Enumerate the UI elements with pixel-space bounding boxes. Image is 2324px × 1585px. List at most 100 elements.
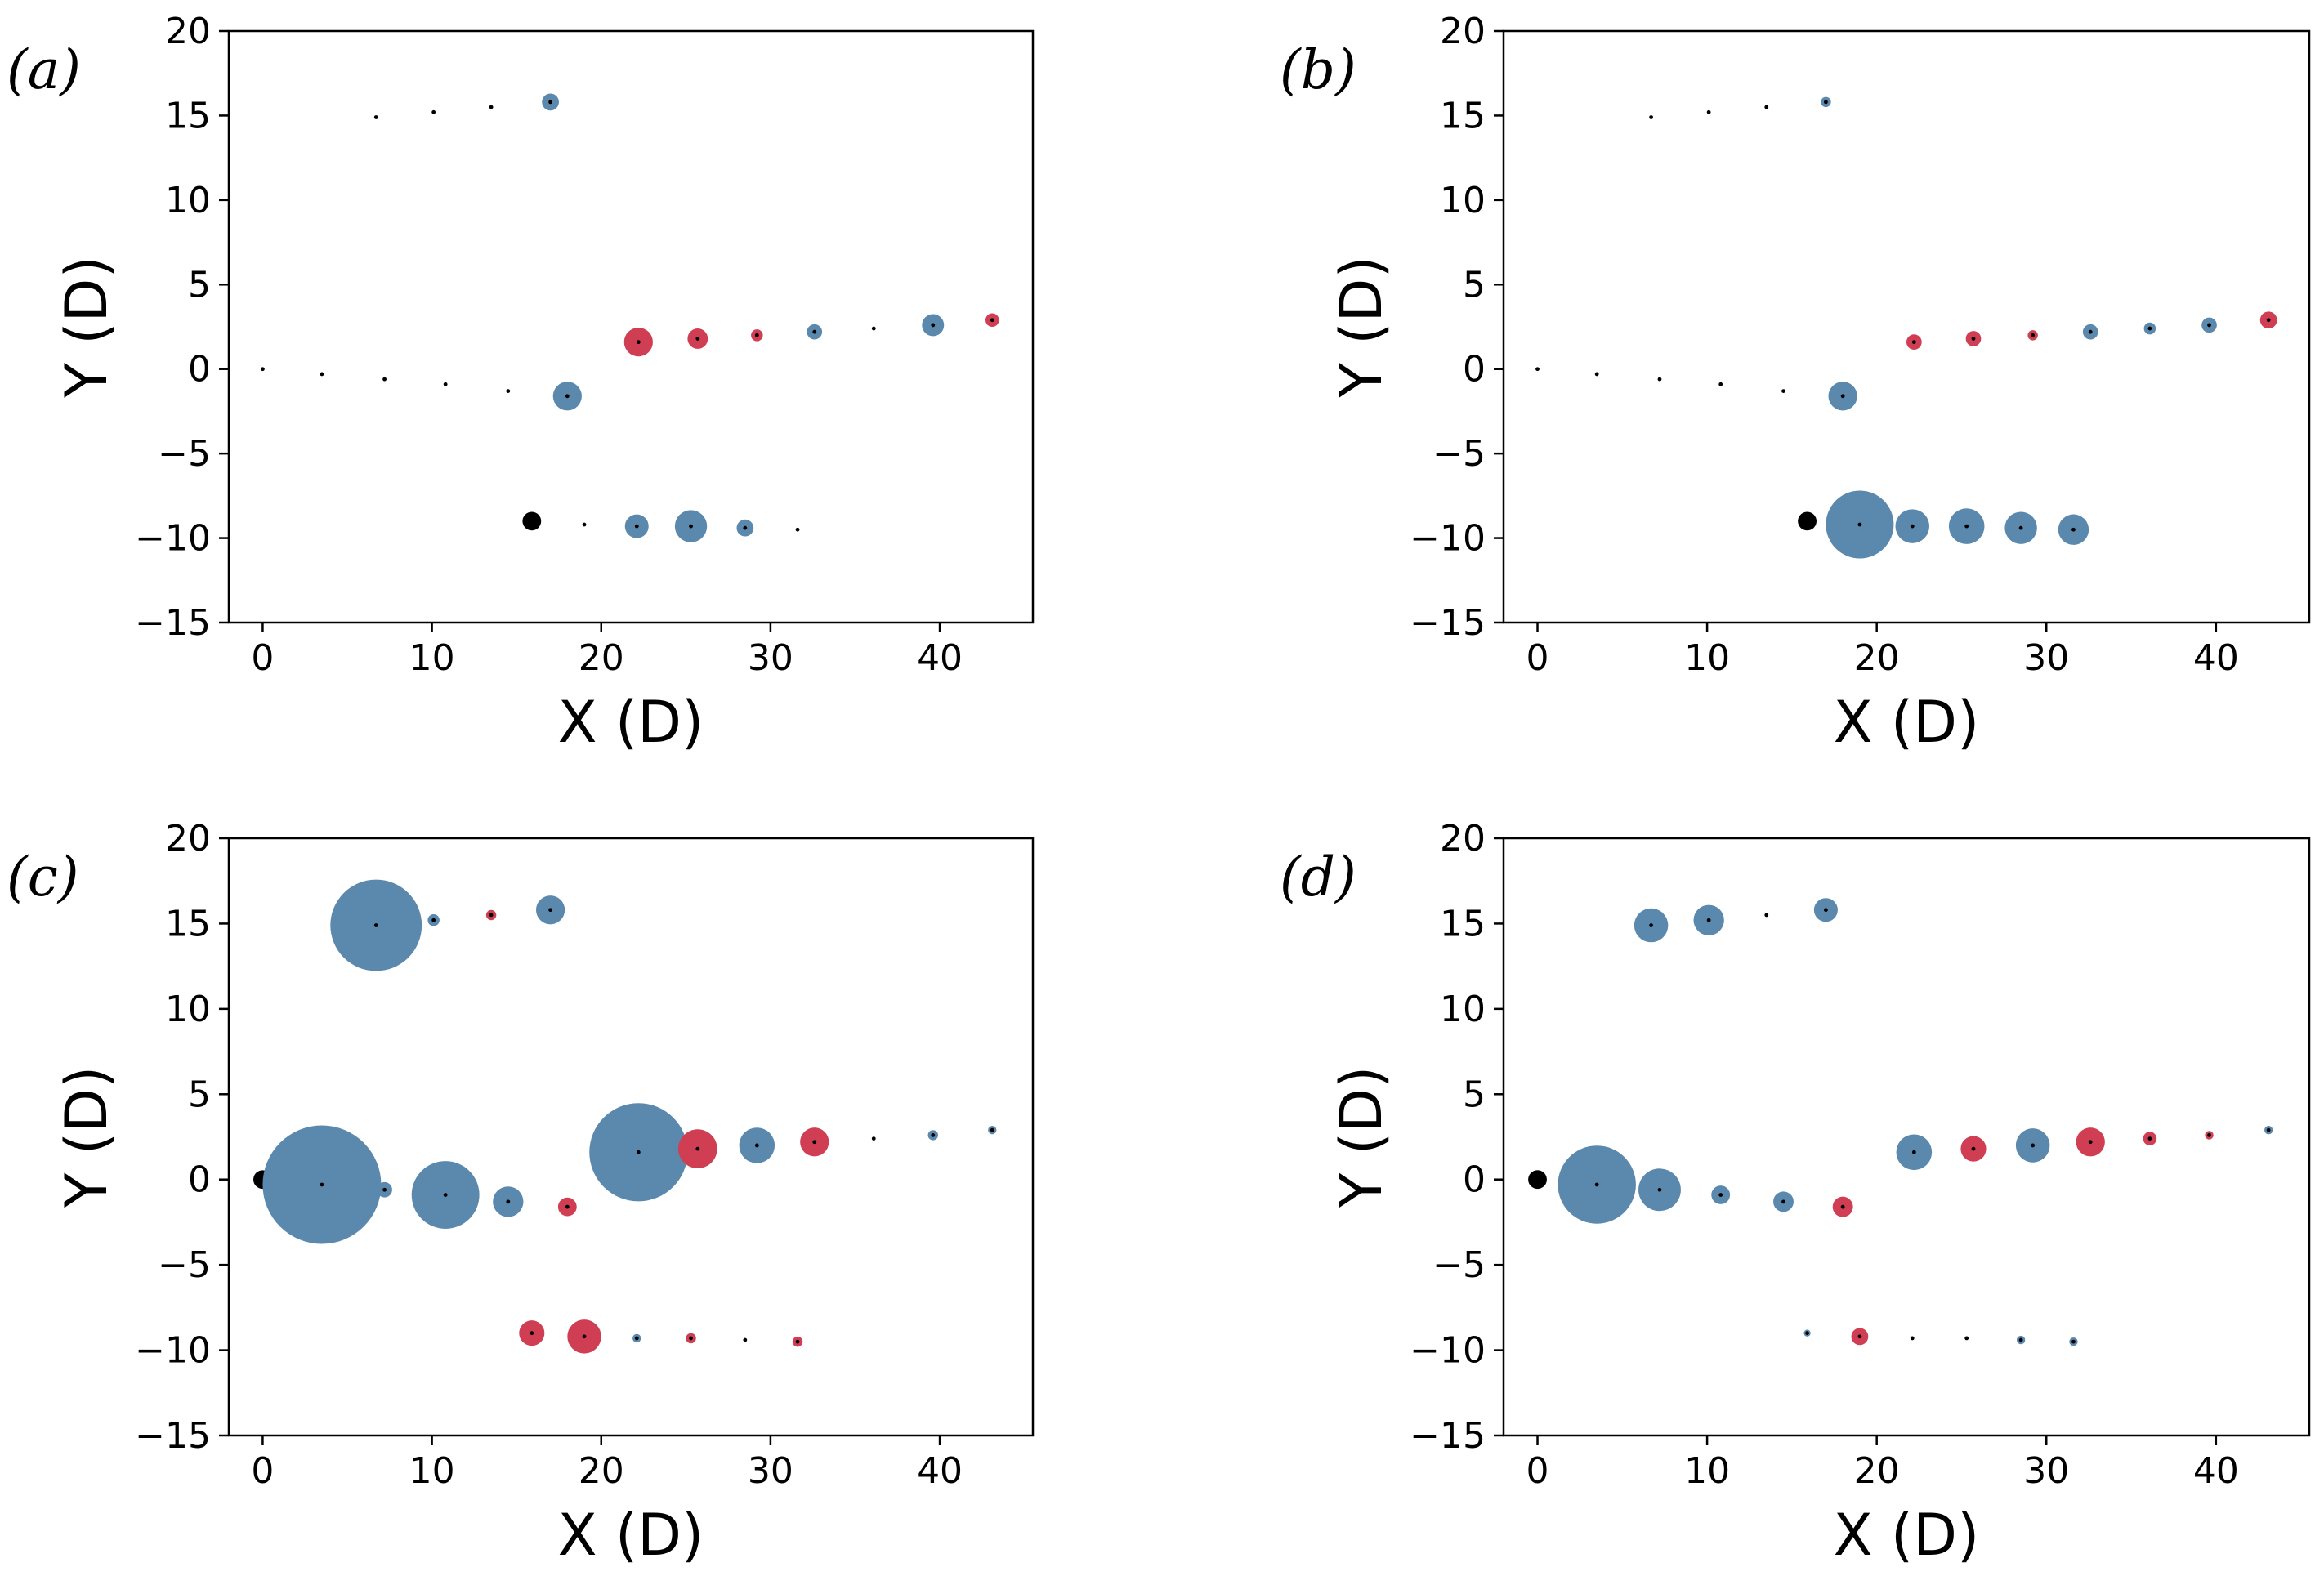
center-dot [812,1140,817,1145]
y-tick-label: 10 [1440,989,1486,1030]
center-dot [2207,323,2211,328]
center-dot [2088,1140,2093,1145]
x-axis-label: X (D) [1834,689,1980,756]
reference-marker [522,511,542,531]
y-tick-label: 5 [188,264,211,306]
center-dot [871,326,876,331]
center-dot [1594,1182,1599,1187]
markers [1528,898,2273,1346]
center-dot [431,918,436,922]
center-dot [1964,1336,1969,1341]
center-dot [2147,1136,2152,1141]
y-tick-label: 5 [1463,1074,1486,1115]
panel-b: 0 10 20 30 40 −15 −10 −5 0 5 10 15 20 X (D) Y (D) (b) [1280,11,2311,756]
x-tick-label: 10 [409,637,455,679]
center-dot [795,1339,800,1344]
panel-c: 0 10 20 30 40 −15 −10 −5 0 5 10 15 20 X (D) Y (D) (c) [7,818,1035,1569]
markers [253,879,997,1354]
center-dot [754,333,759,337]
center-dot [1718,1193,1723,1197]
y-tick-label: −5 [1432,433,1486,475]
y-tick-label: −15 [1410,1415,1486,1457]
center-dot [2018,525,2023,530]
center-dot [565,394,570,399]
x-tick-label: 20 [579,637,624,679]
x-tick-label: 0 [251,1450,274,1492]
center-dot [812,329,817,334]
center-dot [261,367,265,372]
panel-d: 0 10 20 30 40 −15 −10 −5 0 5 10 15 20 X (D) Y (D) (d) [1280,818,2311,1569]
center-dot [743,525,748,530]
center-dot [1840,1204,1845,1209]
y-tick-label: 20 [165,11,211,52]
y-tick-label: 10 [165,989,211,1030]
y-tick-label: −5 [1432,1244,1486,1286]
y-tick-label: −15 [1410,602,1486,644]
center-dot [931,1133,936,1137]
center-dot [2266,318,2271,323]
center-dot [636,1150,641,1154]
center-dot [1764,913,1769,918]
y-tick-label: 15 [1440,95,1486,136]
x-tick-label: 10 [1684,1450,1730,1492]
center-dot [582,1334,587,1339]
center-dot [636,340,641,345]
center-dot [1706,109,1711,114]
center-dot [1857,522,1862,527]
center-dot [489,913,494,918]
center-dot [695,1146,700,1151]
y-tick-label: 15 [165,95,211,136]
center-dot [382,1187,387,1192]
center-dot [795,527,800,532]
center-dot [443,1193,448,1197]
center-dot [689,1336,693,1341]
x-tick-label: 40 [2193,1450,2239,1492]
center-dot [320,372,324,377]
center-dot [1781,1199,1785,1204]
y-tick-label: 20 [1440,818,1486,859]
x-axis-label: X (D) [558,689,704,756]
center-dot [743,1337,748,1342]
center-dot [2088,329,2093,334]
x-tick-label: 30 [2023,1450,2069,1492]
plot-frame [1502,837,2311,1437]
center-dot [382,377,387,382]
x-tick-label: 30 [2023,637,2069,679]
center-dot [506,1199,511,1204]
center-dot [2071,1339,2076,1344]
x-axis-label: X (D) [1834,1502,1980,1569]
center-dot [443,382,448,386]
center-dot [548,100,552,105]
center-dot [2207,1133,2211,1137]
plot-frame [227,29,1035,624]
panel-label: (d) [1280,846,1356,909]
reference-marker [1798,511,1817,531]
center-dot [1824,908,1828,913]
y-tick-label: −10 [135,1330,211,1372]
y-tick-label: 10 [1440,180,1486,221]
x-tick-label: 30 [748,637,793,679]
center-dot [1857,1334,1862,1339]
center-dot [2031,333,2036,337]
markers [261,93,999,542]
center-dot [320,1182,324,1187]
center-dot [1657,1187,1662,1192]
plot-frame [227,837,1035,1437]
center-dot [871,1136,876,1141]
center-dot [2071,527,2076,532]
center-dot [634,524,639,529]
center-dot [565,1204,570,1209]
center-dot [2147,326,2152,331]
x-tick-label: 40 [2193,637,2239,679]
y-axis-label: Y (D) [53,1066,120,1209]
x-tick-label: 0 [1526,1450,1549,1492]
center-dot [530,1331,534,1336]
center-dot [754,1143,759,1148]
center-dot [689,524,693,529]
center-dot [2018,1337,2023,1342]
center-dot [1535,367,1540,372]
y-axis-label: Y (D) [53,256,120,399]
center-dot [1718,382,1723,386]
